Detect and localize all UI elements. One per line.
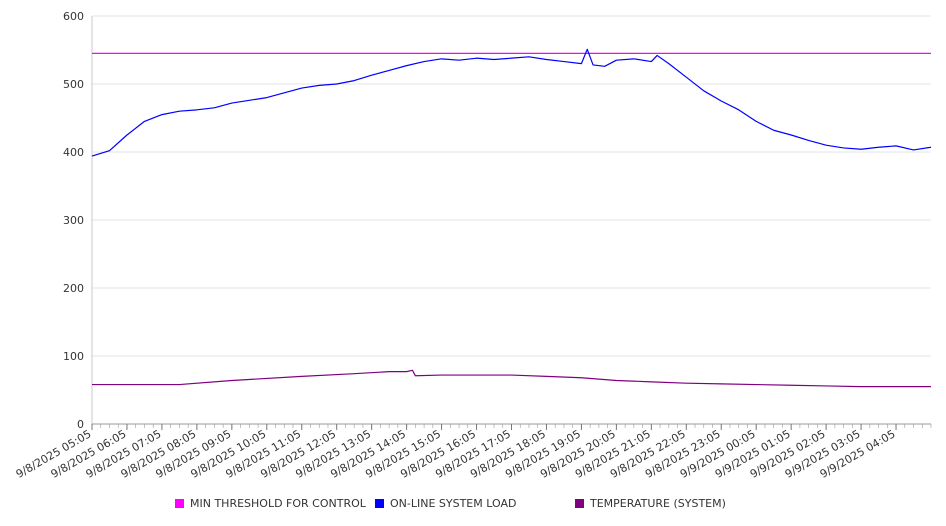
chart-legend: MIN THRESHOLD FOR CONTROL ON-LINE SYSTEM… xyxy=(0,497,946,515)
y-tick-label: 0 xyxy=(77,418,84,431)
legend-item-temperature[interactable]: TEMPERATURE (SYSTEM) xyxy=(575,497,726,510)
temperature-line xyxy=(92,369,931,388)
system-load-line xyxy=(91,48,932,157)
y-tick-label: 500 xyxy=(63,78,84,91)
y-tick-label: 300 xyxy=(63,214,84,227)
legend-label-load: ON-LINE SYSTEM LOAD xyxy=(390,497,517,510)
y-tick-label: 200 xyxy=(63,282,84,295)
legend-swatch-load xyxy=(375,499,384,508)
legend-swatch-temperature xyxy=(575,499,584,508)
legend-item-load[interactable]: ON-LINE SYSTEM LOAD xyxy=(375,497,516,510)
legend-item-threshold[interactable]: MIN THRESHOLD FOR CONTROL xyxy=(175,497,366,510)
y-tick-label: 600 xyxy=(63,10,84,23)
legend-swatch-threshold xyxy=(175,499,184,508)
y-tick-label: 400 xyxy=(63,146,84,159)
legend-label-temperature: TEMPERATURE (SYSTEM) xyxy=(590,497,726,510)
y-tick-label: 100 xyxy=(63,350,84,363)
legend-label-threshold: MIN THRESHOLD FOR CONTROL xyxy=(190,497,366,510)
